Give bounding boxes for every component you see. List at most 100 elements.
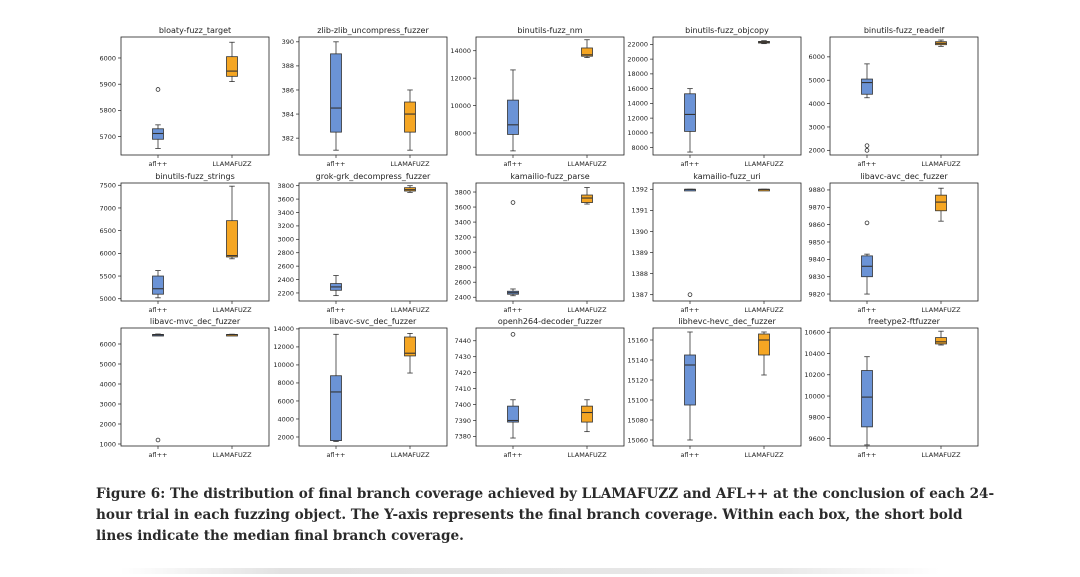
x-tick-label: LLAMAFUZZ <box>921 451 961 459</box>
plot-frame <box>475 182 625 302</box>
subplot-binutils-fuzz_objcopy: binutils-fuzz_objcopy 8000 10000 12000 14000… <box>627 26 802 168</box>
y-tick-label: 15120 <box>627 376 648 384</box>
y-tick-label: 15060 <box>627 436 648 444</box>
y-tick-label: 4000 <box>277 415 294 423</box>
y-tick-label: 7440 <box>454 337 471 345</box>
y-tick-label: 2000 <box>99 420 116 428</box>
box-afl <box>330 41 342 151</box>
y-tick-label: 2400 <box>454 294 471 302</box>
y-tick-label: 6000 <box>99 340 116 348</box>
subplot-title: libavc-mvc_dec_fuzzer <box>150 317 241 326</box>
y-tick-label: 10200 <box>804 371 825 379</box>
subplot-grok-grk_decompress_fuzzer: grok-grk_decompress_fuzzer 2200 2400 2600 28… <box>277 172 448 314</box>
y-tick-label: 7410 <box>454 385 471 393</box>
y-tick-label: 20000 <box>627 55 648 63</box>
subplot-title: libavc-svc_dec_fuzzer <box>330 317 417 326</box>
y-tick-label: 14000 <box>450 47 471 55</box>
y-tick-label: 2200 <box>277 289 294 297</box>
x-tick-label: afl++ <box>858 160 877 168</box>
x-tick-label: afl++ <box>327 451 346 459</box>
y-tick-label: 390 <box>282 38 294 46</box>
plot-frame <box>298 327 448 447</box>
y-tick-label: 6500 <box>99 227 116 235</box>
figure-caption: Figure 6: The distribution of final bran… <box>96 484 996 547</box>
y-tick-label: 9600 <box>808 435 825 443</box>
iqr-box <box>152 275 164 295</box>
y-tick-label: 2800 <box>454 263 471 271</box>
box-afl <box>152 270 164 299</box>
next-text-line-faded <box>120 568 940 574</box>
box-llamafuzz <box>226 41 238 82</box>
y-tick-label: 6000 <box>99 250 116 258</box>
iqr-box <box>935 194 947 212</box>
plot-frame <box>829 327 979 447</box>
subplot-title: libhevc-hevc_dec_fuzzer <box>678 317 776 326</box>
y-tick-label: 16000 <box>627 85 648 93</box>
iqr-box <box>404 101 416 133</box>
y-tick-label: 9880 <box>808 186 825 194</box>
iqr-box <box>581 47 593 57</box>
box-llamafuzz <box>581 399 593 433</box>
x-tick-label: afl++ <box>681 160 700 168</box>
y-tick-label: 2400 <box>277 276 294 284</box>
y-tick-label: 382 <box>282 134 294 142</box>
y-tick-label: 12000 <box>450 74 471 82</box>
y-tick-label: 2600 <box>454 279 471 287</box>
plot-frame <box>120 36 270 156</box>
x-tick-label: afl++ <box>327 160 346 168</box>
y-tick-label: 3000 <box>99 400 116 408</box>
x-tick-label: LLAMAFUZZ <box>390 451 430 459</box>
y-tick-label: 7000 <box>99 204 116 212</box>
subplot-title: libavc-avc_dec_fuzzer <box>860 172 948 181</box>
y-tick-label: 3200 <box>454 233 471 241</box>
subplot-title: binutils-fuzz_readelf <box>864 26 945 35</box>
y-tick-label: 10000 <box>627 129 648 137</box>
x-tick-label: LLAMAFUZZ <box>744 451 784 459</box>
figure-caption-text: The distribution of final branch coverag… <box>96 486 995 544</box>
iqr-box <box>330 375 342 441</box>
y-tick-label: 7430 <box>454 353 471 361</box>
x-tick-label: afl++ <box>504 160 523 168</box>
x-tick-label: LLAMAFUZZ <box>212 160 252 168</box>
iqr-box <box>861 370 873 428</box>
y-tick-label: 5500 <box>99 272 116 280</box>
y-tick-label: 4000 <box>808 100 825 108</box>
y-tick-label: 2000 <box>808 147 825 155</box>
iqr-box <box>684 354 696 406</box>
y-tick-label: 10400 <box>804 350 825 358</box>
box-llamafuzz <box>404 89 416 151</box>
box-afl <box>684 88 696 153</box>
iqr-box <box>507 405 519 423</box>
y-tick-label: 7500 <box>99 182 116 190</box>
y-tick-label: 1390 <box>631 228 648 236</box>
y-tick-label: 3600 <box>454 203 471 211</box>
y-tick-label: 3400 <box>277 209 294 217</box>
box-llamafuzz <box>404 333 416 374</box>
outlier-point <box>510 200 516 205</box>
subplot-binutils-fuzz_nm: binutils-fuzz_nm 8000 10000 12000 14000 afl++… <box>450 26 625 168</box>
iqr-box <box>404 336 416 357</box>
y-tick-label: 10000 <box>450 102 471 110</box>
box-llamafuzz <box>758 40 770 45</box>
y-tick-label: 8000 <box>277 379 294 387</box>
subplot-binutils-fuzz_strings: binutils-fuzz_strings 5000 5500 6000 6500 700… <box>99 172 270 314</box>
y-tick-label: 8000 <box>631 144 648 152</box>
plot-frame <box>475 36 625 156</box>
y-tick-label: 18000 <box>627 70 648 78</box>
y-tick-label: 15100 <box>627 396 648 404</box>
box-llamafuzz <box>758 331 770 376</box>
iqr-box <box>758 333 770 356</box>
box-llamafuzz <box>935 330 947 346</box>
x-tick-label: afl++ <box>149 451 168 459</box>
iqr-box <box>226 56 238 77</box>
x-tick-label: LLAMAFUZZ <box>567 160 607 168</box>
y-tick-label: 3600 <box>277 195 294 203</box>
y-tick-label: 9820 <box>808 290 825 298</box>
y-tick-label: 2000 <box>277 433 294 441</box>
subplot-kamailio-fuzz_uri: kamailio-fuzz_uri 1387 1388 1389 1390 1391 139… <box>631 172 802 314</box>
subplot-zlib-zlib_uncompress_fuzzer: zlib-zlib_uncompress_fuzzer 382 384 386 388 3… <box>282 26 448 168</box>
subplot-title: kamailio-fuzz_uri <box>693 172 761 181</box>
x-tick-label: afl++ <box>681 306 700 314</box>
x-tick-label: LLAMAFUZZ <box>921 306 961 314</box>
plot-frame <box>652 182 802 302</box>
